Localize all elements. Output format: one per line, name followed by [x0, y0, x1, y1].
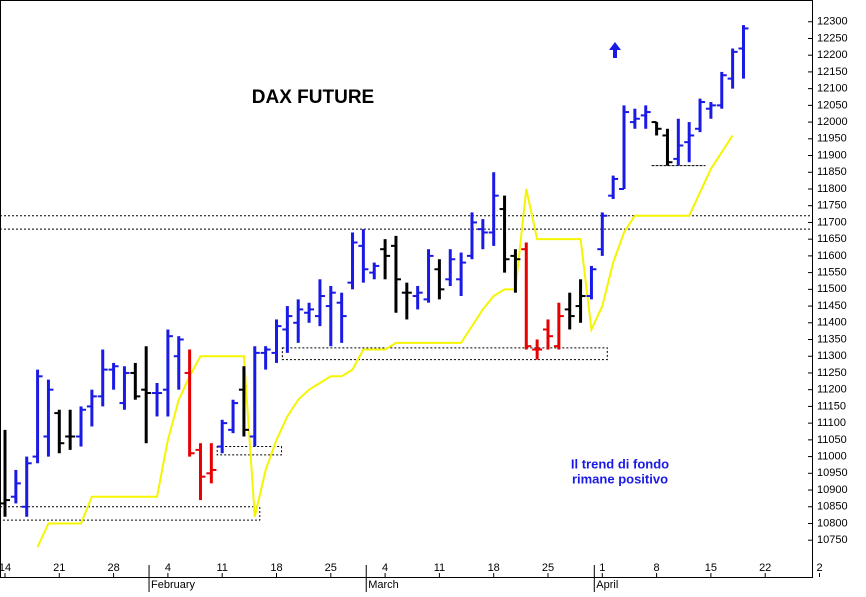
- x-tick-label: 28: [107, 562, 119, 574]
- y-tick-label: 11800: [817, 183, 847, 195]
- y-tick-label: 10800: [817, 517, 848, 529]
- y-tick-label: 10900: [817, 484, 848, 496]
- y-tick-label: 11250: [817, 367, 847, 379]
- x-tick-label: 1: [599, 562, 605, 574]
- y-tick-label: 11100: [817, 417, 846, 429]
- y-tick-label: 11450: [817, 300, 847, 312]
- x-tick-label: 11: [216, 562, 227, 574]
- y-tick-label: 12100: [817, 83, 848, 95]
- y-tick-label: 11350: [817, 333, 847, 345]
- x-tick-label: 25: [542, 562, 554, 574]
- y-tick-label: 12300: [817, 16, 848, 28]
- x-tick-label: 22: [759, 562, 771, 574]
- x-tick-label: 18: [488, 562, 500, 574]
- y-tick-label: 11750: [817, 200, 847, 212]
- y-tick-label: 11050: [817, 434, 847, 446]
- y-tick-label: 11150: [817, 400, 846, 412]
- chart-title: DAX FUTURE: [252, 87, 374, 108]
- y-tick-label: 11600: [817, 250, 847, 262]
- y-tick-label: 11500: [817, 283, 847, 295]
- y-tick-label: 12250: [817, 32, 848, 44]
- y-tick-label: 12150: [817, 66, 848, 78]
- x-tick-label: 11: [434, 562, 445, 574]
- x-tick-label: 4: [165, 562, 171, 574]
- x-tick-label: 15: [705, 562, 717, 574]
- y-tick-label: 11900: [817, 149, 847, 161]
- annotation: Il trend di fondo: [571, 456, 669, 471]
- y-tick-label: 10750: [817, 534, 848, 546]
- x-tick-label: 21: [53, 562, 65, 574]
- y-tick-label: 12050: [817, 99, 848, 111]
- y-tick-label: 11700: [817, 216, 847, 228]
- y-tick-label: 11200: [817, 384, 847, 396]
- y-tick-label: 12200: [817, 49, 848, 61]
- x-tick-label: 25: [325, 562, 337, 574]
- y-tick-label: 11300: [817, 350, 847, 362]
- x-tick-label: 4: [382, 562, 388, 574]
- x-tick-label: 2: [816, 562, 822, 574]
- month-label: March: [368, 579, 399, 591]
- annotation: rimane positivo: [572, 471, 668, 486]
- y-tick-label: 11000: [817, 450, 847, 462]
- y-tick-label: 10950: [817, 467, 848, 479]
- y-tick-label: 11950: [817, 133, 847, 145]
- y-tick-label: 12000: [817, 116, 848, 128]
- x-tick-label: 14: [0, 562, 11, 574]
- y-tick-label: 10850: [817, 501, 848, 513]
- month-label: April: [596, 579, 618, 591]
- month-label: February: [151, 579, 196, 591]
- y-tick-label: 11850: [817, 166, 847, 178]
- y-tick-label: 11400: [817, 317, 847, 329]
- x-tick-label: 8: [654, 562, 660, 574]
- y-tick-label: 11650: [817, 233, 847, 245]
- y-tick-label: 11550: [817, 267, 847, 279]
- x-tick-label: 18: [270, 562, 282, 574]
